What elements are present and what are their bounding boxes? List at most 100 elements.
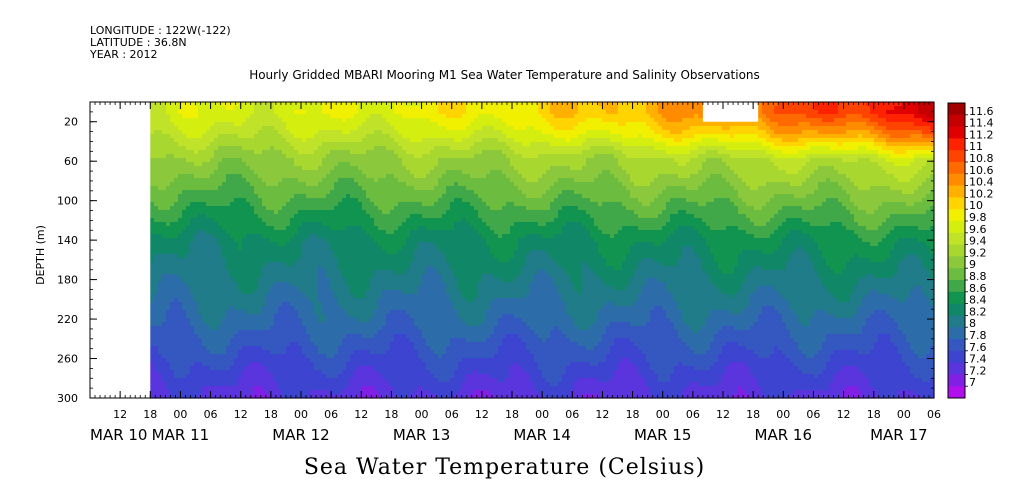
heatmap-cell: [202, 234, 207, 239]
heatmap-cell: [162, 306, 167, 311]
heatmap-cell: [222, 314, 227, 319]
heatmap-cell: [278, 322, 283, 327]
heatmap-cell: [298, 142, 303, 147]
heatmap-cell: [366, 338, 371, 343]
heatmap-cell: [310, 338, 315, 343]
heatmap-cell: [186, 286, 191, 291]
heatmap-cell: [282, 118, 287, 123]
heatmap-cell: [274, 330, 279, 335]
heatmap-cell: [310, 346, 315, 351]
heatmap-cell: [278, 394, 283, 399]
heatmap-cell: [230, 374, 235, 379]
heatmap-cell: [154, 334, 159, 339]
heatmap-cell: [230, 166, 235, 171]
heatmap-cell: [166, 242, 171, 247]
heatmap-cell: [286, 246, 291, 251]
heatmap-cell: [418, 110, 423, 115]
heatmap-cell: [346, 194, 351, 199]
heatmap-cell: [246, 310, 251, 315]
heatmap-cell: [286, 126, 291, 131]
heatmap-cell: [174, 314, 179, 319]
heatmap-cell: [386, 178, 391, 183]
heatmap-cell: [238, 278, 243, 283]
heatmap-cell: [246, 210, 251, 215]
heatmap-cell: [246, 154, 251, 159]
heatmap-cell: [270, 362, 275, 367]
heatmap-cell: [234, 214, 239, 219]
heatmap-cell: [262, 114, 267, 119]
heatmap-cell: [170, 102, 175, 107]
heatmap-cell: [186, 302, 191, 307]
heatmap-cell: [354, 290, 359, 295]
heatmap-cell: [302, 166, 307, 171]
heatmap-cell: [358, 378, 363, 383]
heatmap-cell: [338, 286, 343, 291]
heatmap-cell: [150, 338, 155, 343]
heatmap-cell: [210, 142, 215, 147]
heatmap-cell: [294, 154, 299, 159]
heatmap-cell: [202, 338, 207, 343]
heatmap-cell: [310, 194, 315, 199]
heatmap-cell: [150, 370, 155, 375]
heatmap-cell: [218, 378, 223, 383]
heatmap-cell: [330, 366, 335, 371]
heatmap-cell: [314, 346, 319, 351]
heatmap-cell: [234, 382, 239, 387]
heatmap-cell: [226, 206, 231, 211]
heatmap-cell: [354, 370, 359, 375]
heatmap-cell: [294, 346, 299, 351]
heatmap-cell: [274, 314, 279, 319]
heatmap-cell: [398, 378, 403, 383]
heatmap-cell: [246, 122, 251, 127]
heatmap-cell: [334, 210, 339, 215]
heatmap-cell: [258, 350, 263, 355]
heatmap-cell: [402, 258, 407, 263]
heatmap-cell: [242, 350, 247, 355]
heatmap-cell: [294, 242, 299, 247]
heatmap-cell: [186, 190, 191, 195]
heatmap-cell: [322, 246, 327, 251]
heatmap-cell: [182, 226, 187, 231]
heatmap-cell: [218, 314, 223, 319]
heatmap-cell: [386, 370, 391, 375]
heatmap-cell: [210, 302, 215, 307]
heatmap-cell: [178, 174, 183, 179]
heatmap-cell: [374, 230, 379, 235]
heatmap-cell: [342, 198, 347, 203]
heatmap-cell: [174, 222, 179, 227]
heatmap-cell: [214, 350, 219, 355]
heatmap-cell: [202, 258, 207, 263]
heatmap-cell: [210, 374, 215, 379]
heatmap-cell: [338, 298, 343, 303]
heatmap-cell: [334, 342, 339, 347]
heatmap-cell: [206, 102, 211, 107]
heatmap-cell: [166, 206, 171, 211]
heatmap-cell: [210, 350, 215, 355]
heatmap-cell: [170, 278, 175, 283]
heatmap-cell: [374, 326, 379, 331]
heatmap-cell: [238, 210, 243, 215]
heatmap-cell: [222, 194, 227, 199]
heatmap-cell: [410, 390, 415, 395]
heatmap-cell: [314, 222, 319, 227]
heatmap-cell: [342, 230, 347, 235]
heatmap-cell: [334, 106, 339, 111]
heatmap-cell: [378, 294, 383, 299]
heatmap-cell: [178, 126, 183, 131]
heatmap-cell: [182, 382, 187, 387]
heatmap-cell: [402, 162, 407, 167]
heatmap-cell: [186, 110, 191, 115]
heatmap-cell: [318, 258, 323, 263]
heatmap-cell: [214, 162, 219, 167]
heatmap-cell: [162, 242, 167, 247]
heatmap-cell: [238, 206, 243, 211]
heatmap-cell: [354, 222, 359, 227]
heatmap-cell: [370, 218, 375, 223]
heatmap-cell: [150, 118, 155, 123]
heatmap-cell: [358, 106, 363, 111]
heatmap-cell: [222, 238, 227, 243]
heatmap-cell: [198, 246, 203, 251]
heatmap-cell: [206, 194, 211, 199]
heatmap-cell: [306, 222, 311, 227]
heatmap-cell: [242, 214, 247, 219]
